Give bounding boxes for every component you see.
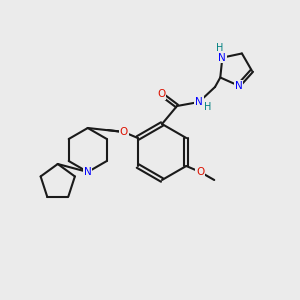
Text: N: N — [235, 81, 242, 91]
Text: O: O — [157, 89, 165, 99]
Text: H: H — [216, 43, 223, 52]
Text: N: N — [218, 52, 226, 63]
Text: N: N — [84, 167, 92, 177]
Text: N: N — [195, 97, 203, 107]
Text: H: H — [204, 102, 212, 112]
Text: O: O — [196, 167, 204, 177]
Text: O: O — [120, 127, 128, 137]
